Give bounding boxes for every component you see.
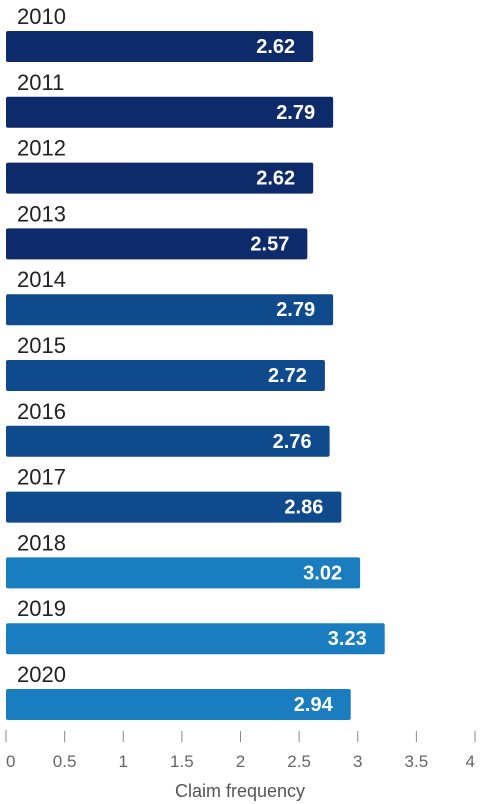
bar	[6, 294, 334, 326]
x-tick-label: 0	[6, 752, 15, 771]
x-axis: 0 0.5 1 1.5 2 2.5 3 3.5 4	[5, 730, 476, 771]
x-tick-label: 4	[466, 752, 475, 771]
bar-group-2018: 2018 3.02	[6, 530, 361, 589]
bar	[6, 557, 361, 589]
bar-value-label: 3.02	[303, 562, 342, 584]
year-label: 2019	[17, 596, 66, 621]
x-tick-label: 1	[119, 752, 128, 771]
bar	[6, 228, 308, 260]
bar	[6, 425, 330, 457]
bar-value-label: 2.62	[256, 168, 295, 190]
bars-group: 2010 2.62 2011 2.79 2012 2.62 2013 2.57 2014 2.79…	[6, 4, 385, 720]
x-tick-label: 2.5	[287, 752, 311, 771]
bar	[6, 96, 334, 128]
bar-value-label: 2.79	[276, 299, 315, 321]
bar	[6, 162, 314, 194]
year-label: 2013	[17, 201, 66, 226]
year-label: 2011	[17, 70, 64, 95]
bar	[6, 360, 325, 391]
bar	[6, 31, 314, 62]
bar-value-label: 2.72	[268, 365, 307, 387]
bar-group-2014: 2014 2.79	[6, 267, 334, 326]
bar-group-2020: 2020 2.94	[6, 662, 351, 720]
x-tick-label: 3	[353, 752, 362, 771]
bar-value-label: 3.23	[328, 628, 367, 650]
bar	[6, 491, 342, 523]
bar-group-2012: 2012 2.62	[6, 136, 314, 194]
bar-value-label: 2.57	[250, 233, 289, 255]
bar-value-label: 2.94	[294, 694, 334, 716]
bar-value-label: 2.62	[256, 36, 295, 58]
x-tick-label: 2	[236, 752, 245, 771]
bar	[6, 689, 351, 720]
x-tick-label: 0.5	[53, 752, 77, 771]
bar-group-2019: 2019 3.23	[6, 596, 385, 655]
bar	[6, 623, 385, 655]
bar-group-2015: 2015 2.72	[6, 333, 325, 391]
bar-value-label: 2.79	[276, 102, 315, 124]
bar-group-2010: 2010 2.62	[6, 4, 314, 62]
x-tick-label: 1.5	[170, 752, 194, 771]
bar-group-2016: 2016 2.76	[6, 399, 330, 457]
bar-group-2013: 2013 2.57	[6, 201, 308, 260]
year-label: 2016	[17, 399, 66, 424]
year-label: 2014	[17, 267, 66, 292]
year-label: 2012	[17, 136, 66, 161]
bar-group-2011: 2011 2.79	[6, 70, 334, 128]
bar-value-label: 2.86	[284, 497, 323, 519]
year-label: 2018	[17, 530, 66, 555]
year-label: 2015	[17, 333, 66, 358]
bar-value-label: 2.76	[273, 431, 312, 453]
year-label: 2020	[17, 662, 66, 687]
x-tick-label: 3.5	[405, 752, 429, 771]
year-label: 2017	[17, 465, 66, 490]
x-axis-title: Claim frequency	[175, 781, 305, 801]
bar-group-2017: 2017 2.86	[6, 465, 342, 523]
year-label: 2010	[17, 4, 66, 29]
